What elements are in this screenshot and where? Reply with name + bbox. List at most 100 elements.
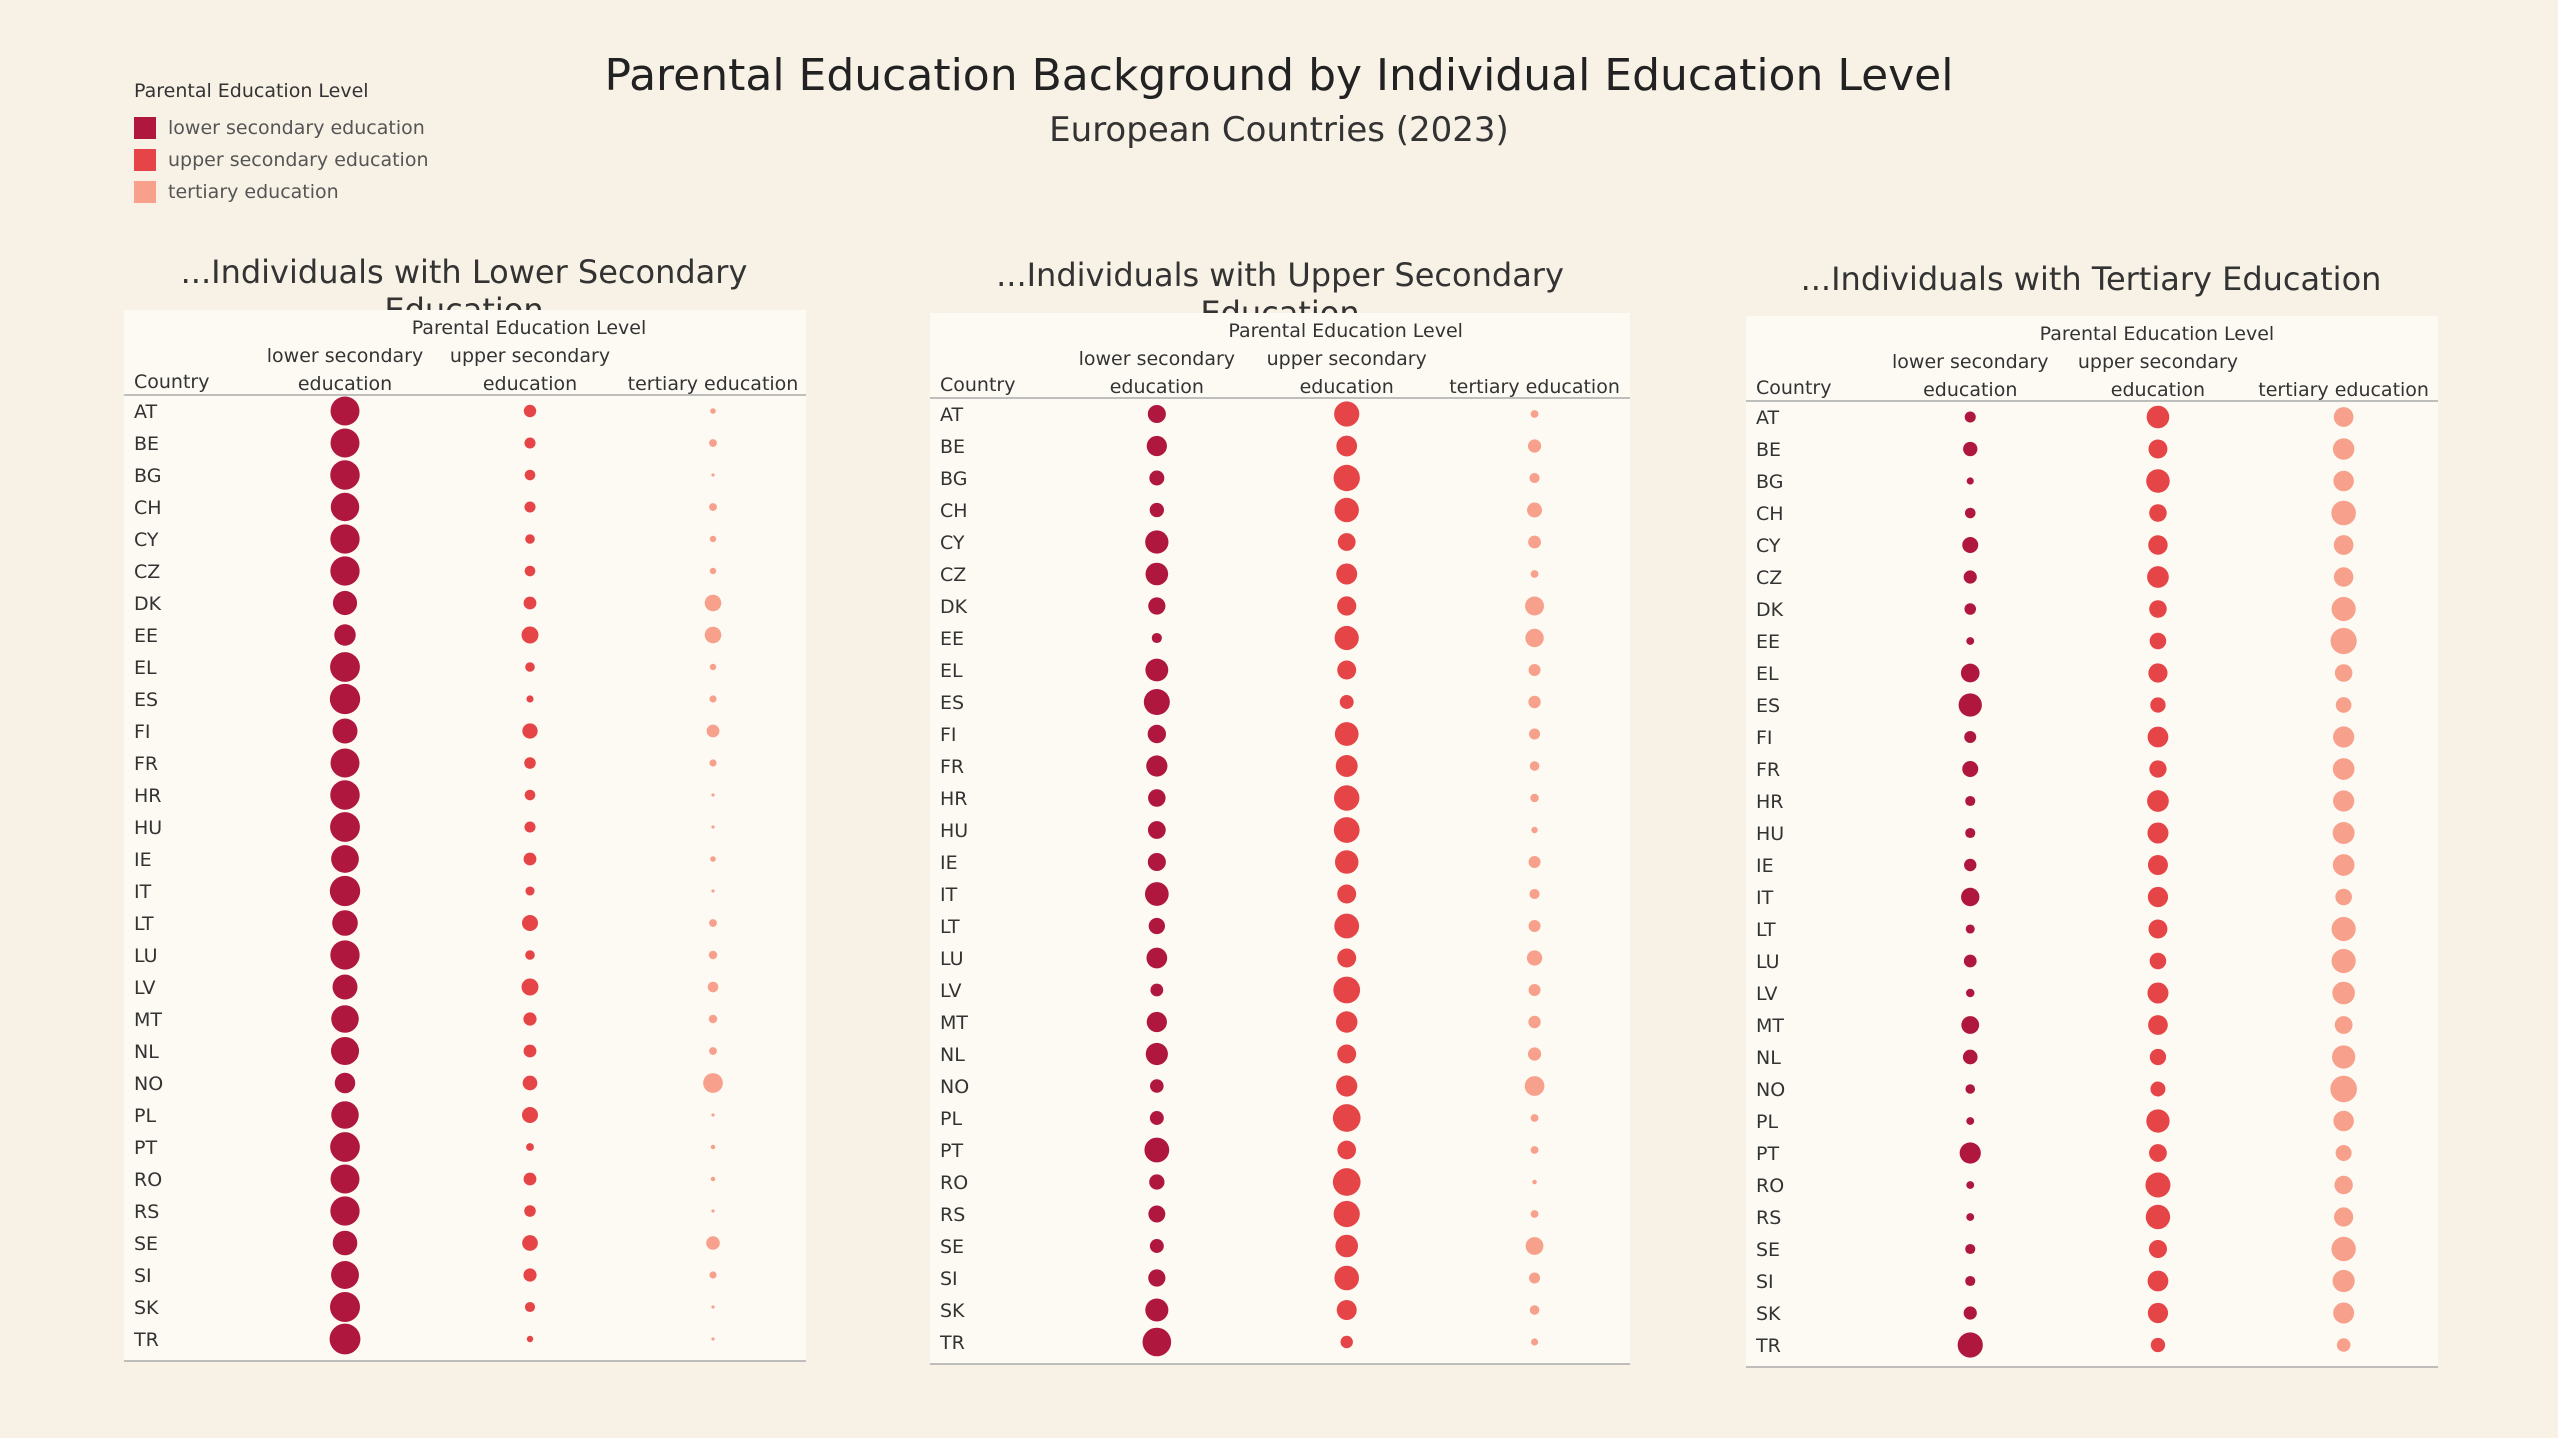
column-header: upper secondary xyxy=(2078,351,2238,373)
row-header: Country xyxy=(134,371,209,393)
legend-item-tertiary[interactable]: tertiary education xyxy=(134,176,428,208)
bubble-rs-upper xyxy=(2145,1204,2171,1230)
bubble-si-lower xyxy=(1965,1275,1976,1287)
country-label: ES xyxy=(1756,695,1780,717)
bubble-nl-lower xyxy=(1145,1042,1168,1066)
country-label: NO xyxy=(1756,1079,1785,1101)
bubble-es-lower xyxy=(329,683,361,715)
bubble-si-upper xyxy=(2147,1270,2169,1292)
bubble-dk-tertiary xyxy=(704,594,722,612)
bubble-sk-upper xyxy=(1336,1300,1357,1320)
bubble-ch-tertiary xyxy=(1527,502,1543,518)
legend-label: tertiary education xyxy=(168,181,339,203)
bubble-hr-upper xyxy=(1334,785,1360,811)
bubble-fi-tertiary xyxy=(1529,728,1541,740)
bubble-ie-upper xyxy=(2147,855,2168,875)
bubble-tr-lower xyxy=(1142,1327,1172,1357)
bubble-se-lower xyxy=(1965,1243,1976,1255)
bubble-bg-lower xyxy=(1966,477,1974,485)
bubble-no-upper xyxy=(1336,1075,1358,1097)
bubble-mt-lower xyxy=(331,1005,359,1033)
legend-item-upper-secondary[interactable]: upper secondary education xyxy=(134,144,428,176)
bubble-es-upper xyxy=(2150,697,2166,713)
bubble-no-tertiary xyxy=(2330,1075,2357,1103)
legend-item-lower-secondary[interactable]: lower secondary education xyxy=(134,112,428,144)
country-label: HU xyxy=(940,820,968,842)
bubble-hu-lower xyxy=(330,812,360,842)
bubble-ro-tertiary xyxy=(1532,1179,1537,1185)
bubble-hr-tertiary xyxy=(1530,793,1539,803)
country-label: HU xyxy=(1756,823,1784,845)
legend-label: upper secondary education xyxy=(168,149,429,171)
country-label: CZ xyxy=(134,561,160,583)
legend-label: lower secondary education xyxy=(168,117,425,139)
country-label: FI xyxy=(134,721,151,743)
bubble-rs-upper xyxy=(1333,1200,1360,1228)
bubble-at-upper xyxy=(523,404,537,418)
bubble-cy-lower xyxy=(1962,537,1979,553)
bubble-ro-lower xyxy=(330,1164,360,1194)
bubble-pt-upper xyxy=(2149,1144,2167,1162)
panel-lower-secondary: Parental Education Level Country lower sec… xyxy=(124,310,806,1362)
country-label: IT xyxy=(134,881,152,903)
country-label: ES xyxy=(940,692,964,714)
bubble-ee-tertiary xyxy=(704,626,722,644)
bubble-ee-lower xyxy=(1966,637,1975,645)
bubble-el-lower xyxy=(330,652,360,682)
bubble-sk-tertiary xyxy=(1529,1305,1540,1315)
legend-title: Parental Education Level xyxy=(134,80,369,102)
bubble-el-tertiary xyxy=(1528,664,1541,676)
bubble-rs-tertiary xyxy=(2334,1207,2354,1227)
bubble-pl-tertiary xyxy=(2333,1110,2354,1132)
country-label: CY xyxy=(940,532,965,554)
bubble-cy-tertiary xyxy=(1528,535,1541,549)
column-header: tertiary education xyxy=(1449,376,1620,398)
country-label: NO xyxy=(940,1076,969,1098)
country-label: RS xyxy=(134,1201,159,1223)
bubble-fi-upper xyxy=(1334,722,1359,746)
bubble-fr-upper xyxy=(1335,755,1358,777)
bubble-at-tertiary xyxy=(1530,410,1539,418)
bubble-es-lower xyxy=(1958,693,1982,717)
bubble-sk-tertiary xyxy=(2333,1302,2355,1324)
bubble-cz-upper xyxy=(1336,563,1358,585)
bubble-ro-lower xyxy=(1149,1174,1165,1190)
column-header: lower secondary xyxy=(1079,348,1235,370)
bubble-cy-tertiary xyxy=(709,535,717,543)
bubble-ro-tertiary xyxy=(710,1176,716,1182)
bubble-ie-lower xyxy=(1964,858,1977,872)
country-label: TR xyxy=(939,1332,965,1354)
bubble-dk-upper xyxy=(523,596,537,610)
country-label: IE xyxy=(940,852,958,874)
country-label: FR xyxy=(940,756,964,778)
bubble-cy-upper xyxy=(525,534,535,544)
chart-title: Parental Education Background by Individ… xyxy=(604,50,1954,101)
bubble-rs-lower xyxy=(330,1196,360,1226)
country-label: CY xyxy=(134,529,159,551)
bubble-cz-tertiary xyxy=(2333,567,2354,587)
bubble-it-tertiary xyxy=(1529,888,1540,900)
bubble-hu-upper xyxy=(524,821,536,833)
bubble-pt-upper xyxy=(1337,1140,1357,1160)
bubble-el-upper xyxy=(2148,663,2168,683)
country-label: PL xyxy=(1756,1111,1778,1133)
bubble-tr-lower xyxy=(1957,1332,1983,1358)
bubble-lt-lower xyxy=(1148,917,1165,935)
bubble-nl-tertiary xyxy=(1527,1047,1542,1061)
bubble-bg-upper xyxy=(524,469,536,481)
bubble-cz-lower xyxy=(1963,570,1977,584)
bubble-cz-tertiary xyxy=(1530,570,1539,578)
country-label: PT xyxy=(134,1137,157,1159)
bubble-hu-tertiary xyxy=(2332,822,2355,844)
bubble-it-tertiary xyxy=(711,889,715,893)
bubble-fi-lower xyxy=(1147,724,1167,744)
country-label: CZ xyxy=(940,564,966,586)
bubble-ee-lower xyxy=(1151,632,1162,644)
bubble-se-upper xyxy=(522,1235,538,1251)
bubble-pl-lower xyxy=(331,1101,359,1129)
country-label: CH xyxy=(134,497,162,519)
bubble-cy-upper xyxy=(2148,535,2168,555)
bubble-tr-upper xyxy=(2150,1337,2166,1353)
bubble-dk-upper xyxy=(1337,596,1357,616)
country-label: PL xyxy=(134,1105,156,1127)
